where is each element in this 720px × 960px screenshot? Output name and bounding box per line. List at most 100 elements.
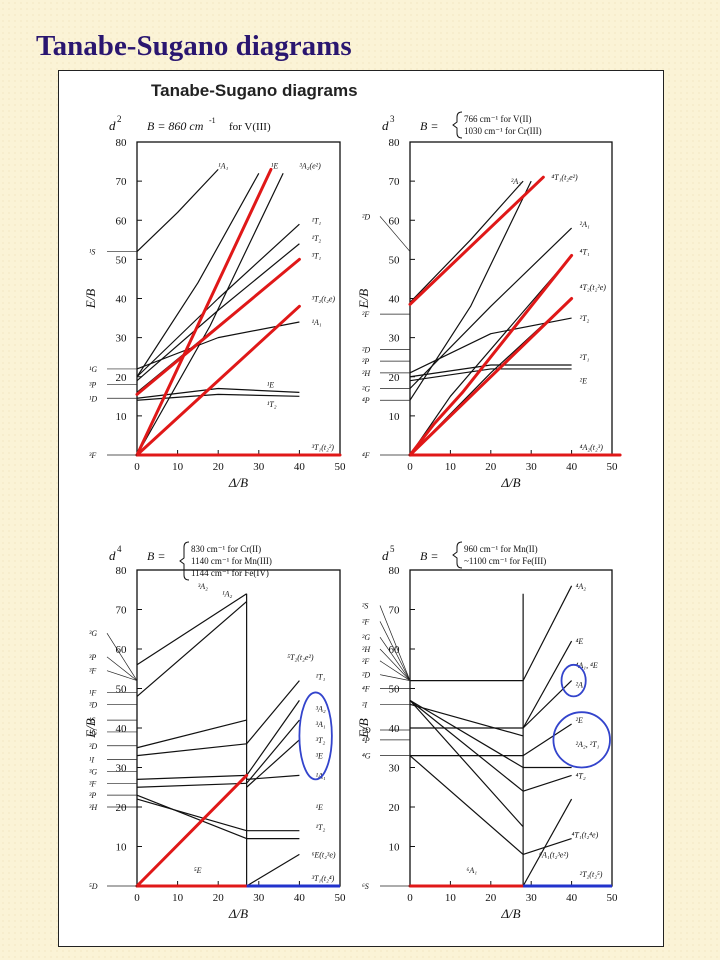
left-term-label: ²G (362, 384, 370, 393)
y-axis-label: E/B (83, 289, 98, 310)
x-tick-label: 40 (566, 461, 578, 473)
curve-7 (409, 368, 572, 382)
b-value-option: ~1100 cm⁻¹ for Fe(III) (464, 556, 546, 566)
right-term-label: ¹A₂ (222, 590, 232, 599)
right-term-label: ⁴T₁(t₂e²) (551, 173, 578, 182)
y-tick-label: 20 (389, 372, 401, 384)
y-tick-label: 80 (389, 137, 401, 149)
y-tick-label: 30 (116, 333, 128, 345)
left-term-label: ²S (362, 602, 368, 611)
curve-2 (136, 223, 300, 378)
y-tick-label: 50 (389, 684, 401, 696)
left-term-label: ³G (89, 767, 97, 776)
right-term-label: ²A₂, ²T₁ (576, 740, 600, 749)
y-tick-label: 50 (389, 254, 401, 266)
y-tick-label: 30 (116, 763, 128, 775)
right-term-label: ¹A₁ (316, 771, 326, 780)
left-term-label: ²D (362, 212, 370, 221)
left-term-label: ³F (89, 667, 96, 676)
y-tick-label: 80 (389, 565, 401, 577)
right-term-label: ¹T₁ (316, 673, 326, 682)
right-term-label: ¹T₂ (267, 400, 277, 409)
left-term-label: ¹G (89, 365, 97, 374)
y-tick-label: 10 (389, 411, 401, 423)
curve-6 (136, 794, 247, 840)
y-axis-label: E/B (356, 289, 371, 310)
left-term-label: ³D (89, 700, 97, 709)
config-superscript: 5 (390, 544, 395, 554)
left-term-label: ²D (362, 671, 370, 680)
x-tick-label: 30 (253, 892, 265, 904)
right-term-label: ⁴A₂ (576, 582, 587, 591)
x-tick-label: 30 (526, 461, 538, 473)
y-tick-label: 60 (389, 215, 401, 227)
curve-2 (409, 227, 573, 389)
right-term-label: ²T₁ (580, 353, 590, 362)
highlight-line-1 (135, 167, 273, 457)
config-superscript: 4 (117, 544, 122, 554)
curve-14 (522, 838, 572, 855)
y-tick-label: 10 (116, 411, 128, 423)
term-leader (106, 656, 138, 681)
right-term-label: ³T₂(t₂e) (312, 295, 336, 304)
curve-3 (409, 699, 524, 792)
config-label: d (382, 118, 389, 133)
slide-title: Tanabe-Sugano diagrams (36, 30, 352, 62)
highlight-line-0 (135, 257, 301, 396)
curve-12 (246, 774, 300, 780)
left-term-label: ³P (89, 381, 96, 390)
x-tick-label: 0 (134, 892, 140, 904)
highlight-line-1 (408, 253, 574, 457)
term-leader (379, 648, 411, 681)
y-tick-label: 70 (389, 605, 401, 617)
plot-frame (136, 569, 341, 887)
curve-2 (136, 719, 247, 749)
y-tick-label: 20 (389, 802, 401, 814)
curve-9 (246, 700, 300, 776)
config-superscript: 2 (117, 114, 122, 124)
x-tick-label: 50 (607, 892, 619, 904)
highlight-line-2 (408, 297, 574, 457)
curve-6 (136, 321, 300, 370)
term-leader (379, 674, 411, 681)
left-term-label: ¹S (89, 716, 95, 725)
b-value-option: 1030 cm⁻¹ for Cr(III) (464, 126, 542, 136)
x-tick-label: 50 (607, 461, 619, 473)
brace (452, 541, 463, 569)
left-term-label: ²I (362, 700, 367, 709)
x-tick-label: 50 (335, 892, 347, 904)
left-term-label: ³F (89, 779, 96, 788)
right-term-label: ¹T₂ (312, 234, 322, 243)
left-term-label: ³P (89, 653, 96, 662)
left-term-label: ⁴P (362, 736, 370, 745)
annotation-circle-0 (560, 663, 587, 698)
b-value-option: 960 cm⁻¹ for Mn(II) (464, 544, 538, 554)
curve-11 (246, 739, 300, 788)
b-value-label: B = 860 cm (147, 119, 204, 133)
x-tick-label: 20 (213, 461, 225, 473)
right-term-label: ⁴T₂ (576, 771, 586, 780)
term-leader (379, 660, 411, 681)
right-term-label: ⁴E (576, 637, 584, 646)
x-tick-label: 20 (213, 892, 225, 904)
left-term-label: ³H (89, 803, 98, 812)
right-term-label: ⁶E(t₂³e) (312, 850, 336, 859)
left-term-label: ⁴G (362, 752, 371, 761)
left-term-label: ⁴P (362, 396, 370, 405)
right-term-label: ¹T₁ (312, 216, 322, 225)
y-tick-label: 60 (116, 215, 128, 227)
right-term-label: ³T₂ (316, 736, 326, 745)
left-term-label: ²F (362, 310, 369, 319)
x-tick-label: 0 (407, 892, 413, 904)
term-leader (379, 636, 411, 681)
x-tick-label: 30 (253, 461, 265, 473)
x-tick-label: 10 (172, 461, 184, 473)
curve-1 (136, 601, 248, 697)
y-tick-label: 10 (116, 842, 128, 854)
x-tick-label: 20 (485, 461, 497, 473)
b-value-option: 830 cm⁻¹ for Cr(II) (191, 544, 261, 554)
y-tick-label: 70 (116, 176, 128, 188)
